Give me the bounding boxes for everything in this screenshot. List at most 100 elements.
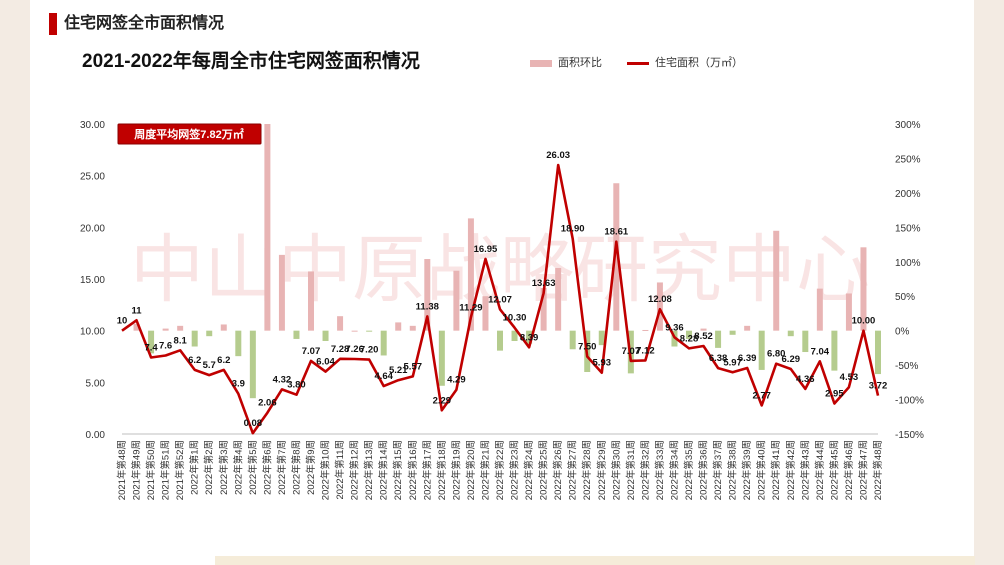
category-tick-label: 2022年第27周 xyxy=(567,440,579,500)
category-tick-label: 2021年第52周 xyxy=(174,440,186,500)
area-data-label: 5.7 xyxy=(203,360,216,371)
category-tick-label: 2022年第24周 xyxy=(523,440,535,500)
mom-bar xyxy=(322,330,329,341)
area-data-label: 6.38 xyxy=(709,353,728,364)
mom-bar xyxy=(744,325,751,331)
average-annotation-text: 周度平均网签7.82万㎡ xyxy=(134,127,243,141)
mom-bar xyxy=(366,330,373,332)
category-tick-label: 2022年第7周 xyxy=(276,440,288,495)
area-data-label: 6.39 xyxy=(738,353,757,364)
right-axis-tick-label: -50% xyxy=(895,361,918,372)
mom-bar xyxy=(569,330,576,350)
category-tick-label: 2022年第28周 xyxy=(581,440,593,500)
area-data-label: 4.29 xyxy=(447,375,466,386)
mom-bar xyxy=(598,330,605,346)
category-tick-label: 2022年第29周 xyxy=(596,440,608,500)
right-side-panel xyxy=(974,0,1004,565)
category-tick-label: 2021年第50周 xyxy=(145,440,157,500)
mom-bar xyxy=(758,330,765,370)
right-axis-tick-label: 200% xyxy=(895,189,921,200)
left-axis-tick-label: 25.00 xyxy=(80,172,105,183)
legend-item-mom: 面积环比 xyxy=(530,56,602,70)
area-data-label: 4.53 xyxy=(840,372,859,383)
category-tick-label: 2022年第16周 xyxy=(407,440,419,500)
mom-bar xyxy=(220,324,227,331)
area-data-label: 16.95 xyxy=(474,244,498,255)
category-tick-label: 2022年第10周 xyxy=(320,440,332,500)
mom-bar xyxy=(700,328,707,331)
category-tick-label: 2021年第48周 xyxy=(116,440,128,500)
category-tick-label: 2022年第18周 xyxy=(436,440,448,500)
legend-line-swatch xyxy=(627,61,649,65)
category-tick-label: 2022年第42周 xyxy=(785,440,797,500)
area-data-label: 2.06 xyxy=(258,398,277,409)
mom-bar xyxy=(816,288,823,331)
mom-bar xyxy=(656,282,663,331)
area-data-label: 5.57 xyxy=(404,361,423,372)
mom-bar xyxy=(686,330,692,339)
area-data-label: 26.03 xyxy=(546,150,570,161)
category-tick-label: 2022年第20周 xyxy=(465,440,477,500)
left-axis-tick-label: 15.00 xyxy=(80,275,105,286)
area-data-label: 11 xyxy=(132,305,143,316)
area-data-label: 12.07 xyxy=(488,294,512,305)
area-data-label: 10.30 xyxy=(503,313,527,324)
legend-label-mom: 面积环比 xyxy=(558,57,602,69)
mom-bar xyxy=(264,124,271,331)
header-accent-bar xyxy=(49,13,57,35)
area-data-label: 7.28 xyxy=(331,344,350,355)
area-data-label: 2.29 xyxy=(433,395,452,406)
area-data-label: 8.39 xyxy=(520,332,539,343)
area-data-label: 2.95 xyxy=(825,389,844,400)
right-axis-tick-label: 250% xyxy=(895,154,921,165)
legend-item-area: 住宅面积（万㎡） xyxy=(627,56,743,70)
area-data-label: 7.04 xyxy=(811,346,830,357)
left-side-panel xyxy=(0,0,30,565)
category-tick-label: 2022年第25周 xyxy=(538,440,550,500)
category-tick-label: 2022年第39周 xyxy=(741,440,753,500)
area-data-label: 9.36 xyxy=(665,322,684,333)
area-data-label: 13.63 xyxy=(532,278,556,289)
mom-bar xyxy=(206,330,213,337)
category-tick-label: 2022年第22周 xyxy=(494,440,506,500)
mom-bar xyxy=(395,322,402,331)
area-data-label: 4.36 xyxy=(796,374,815,385)
category-tick-label: 2022年第41周 xyxy=(770,440,782,500)
area-data-label: 7.26 xyxy=(345,344,364,355)
mom-bar xyxy=(875,330,881,375)
mom-bar xyxy=(177,325,184,331)
area-data-label: 7.20 xyxy=(360,345,379,356)
mom-bar xyxy=(191,330,198,347)
category-tick-label: 2022年第45周 xyxy=(828,440,840,500)
area-data-label: 11.38 xyxy=(416,301,439,312)
mom-bar xyxy=(613,183,620,331)
category-tick-label: 2022年第8周 xyxy=(290,440,302,495)
category-tick-label: 2022年第38周 xyxy=(727,440,739,500)
category-tick-label: 2022年第21周 xyxy=(479,440,491,500)
chart-title: 2021-2022年每周全市住宅网签面积情况 xyxy=(82,51,420,72)
category-tick-label: 2022年第30周 xyxy=(610,440,622,500)
category-tick-label: 2022年第11周 xyxy=(334,440,346,500)
area-data-label: 18.61 xyxy=(604,227,628,238)
area-data-label: 10 xyxy=(117,316,128,327)
left-axis-tick-label: 10.00 xyxy=(80,327,105,338)
area-data-label: 7.6 xyxy=(159,340,172,351)
category-tick-label: 2022年第12周 xyxy=(349,440,361,500)
category-tick-label: 2022年第6周 xyxy=(261,440,273,495)
category-tick-label: 2022年第13周 xyxy=(363,440,375,500)
watermark-text: 中山中原战略研究中心 xyxy=(130,227,870,313)
area-data-label: 18.90 xyxy=(561,224,585,235)
right-axis-tick-label: -100% xyxy=(895,396,924,407)
category-tick-label: 2022年第48周 xyxy=(872,440,884,500)
area-data-label: 7.50 xyxy=(578,342,597,353)
area-data-label: 6.29 xyxy=(782,354,801,365)
area-data-label: 0.08 xyxy=(244,418,263,429)
mom-bar xyxy=(497,330,503,351)
right-axis-tick-label: 50% xyxy=(895,292,915,303)
mom-bar xyxy=(162,328,169,331)
area-data-label: 6.2 xyxy=(217,355,230,366)
category-tick-label: 2022年第1周 xyxy=(189,440,201,495)
area-data-label: 4.64 xyxy=(374,371,393,382)
legend-bar-swatch xyxy=(530,59,552,67)
category-tick-label: 2022年第32周 xyxy=(639,440,651,500)
